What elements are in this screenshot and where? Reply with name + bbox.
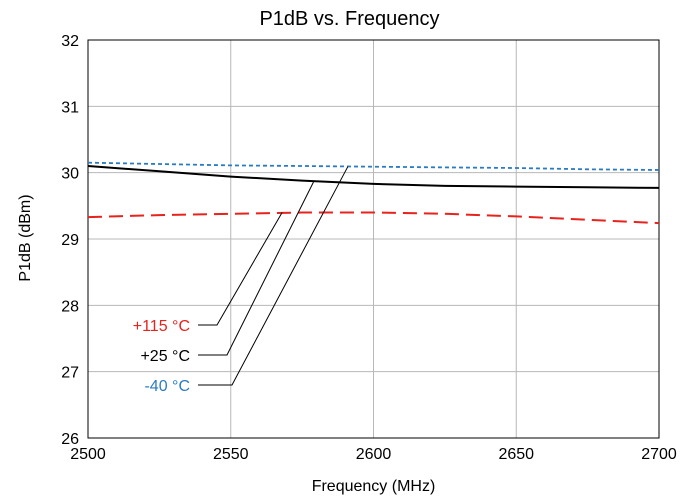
y-tick-label: 30: [61, 166, 79, 183]
x-tick-label: 2550: [213, 446, 249, 463]
x-axis-label: Frequency (MHz): [88, 478, 659, 496]
callout-leader-line: [198, 167, 348, 385]
x-tick-label: 2500: [70, 446, 106, 463]
x-tick-label: 2600: [356, 446, 392, 463]
y-tick-label: 32: [61, 33, 79, 50]
x-tick-label: 2650: [498, 446, 534, 463]
series-callout-label: +115 °C: [133, 318, 190, 335]
y-tick-label: 31: [61, 99, 79, 116]
y-tick-label: 29: [61, 232, 79, 249]
x-tick-label: 2700: [641, 446, 677, 463]
y-tick-label: 27: [61, 365, 79, 382]
y-axis-label: P1dB (dBm): [17, 194, 35, 281]
y-tick-label: 28: [61, 298, 79, 315]
callout-leader-line: [198, 182, 314, 355]
y-tick-label: 26: [61, 431, 79, 448]
series-callout-label: +25 °C: [140, 348, 190, 365]
callout-leader-line: [198, 213, 282, 326]
series-callout-label: -40 °C: [144, 378, 190, 395]
